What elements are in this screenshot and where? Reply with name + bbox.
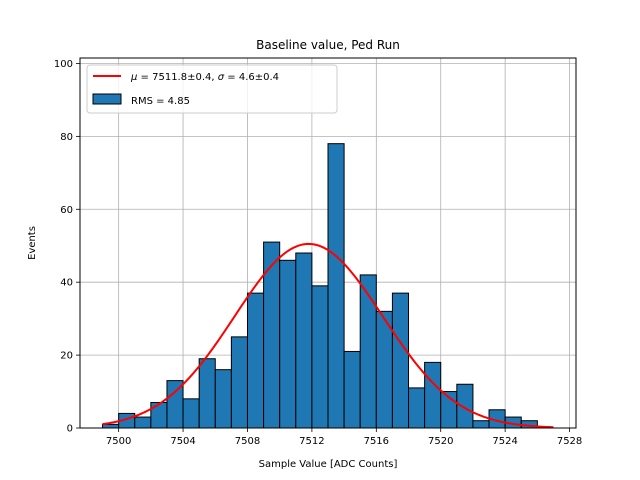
histogram-bar bbox=[214, 369, 232, 429]
histogram-bar bbox=[311, 285, 329, 429]
x-tick-label: 7528 bbox=[557, 436, 582, 447]
histogram-bar bbox=[230, 336, 248, 429]
legend: μ = 7511.8±0.4, σ = 4.6±0.4 RMS = 4.85 bbox=[86, 64, 338, 114]
plot-frame bbox=[79, 57, 577, 429]
histogram-bar bbox=[246, 292, 265, 429]
y-tick-label: 80 bbox=[60, 132, 73, 143]
histogram-bar bbox=[134, 416, 152, 429]
histogram-bar bbox=[424, 361, 442, 429]
histogram-bar bbox=[295, 252, 313, 429]
x-tick-label: 7520 bbox=[428, 436, 453, 447]
histogram-bar bbox=[456, 383, 474, 429]
legend-histogram-label: RMS = 4.85 bbox=[131, 96, 190, 107]
histogram-bar bbox=[472, 420, 490, 429]
x-tick-label: 7508 bbox=[235, 436, 260, 447]
fit-curve-group bbox=[102, 242, 554, 429]
histogram-bar bbox=[182, 398, 200, 429]
y-axis-ticks: 0 20 40 60 80 100 bbox=[54, 59, 80, 435]
histogram-bar bbox=[279, 259, 297, 429]
histogram-bars bbox=[102, 143, 538, 429]
y-tick-label: 60 bbox=[60, 205, 73, 216]
y-tick-label: 20 bbox=[60, 351, 73, 362]
x-tick-label: 7504 bbox=[170, 436, 195, 447]
y-tick-label: 100 bbox=[54, 59, 73, 70]
x-tick-label: 7516 bbox=[364, 436, 389, 447]
legend-fit-label: μ = 7511.8±0.4, σ = 4.6±0.4 bbox=[130, 72, 279, 83]
legend-histogram-swatch bbox=[92, 93, 122, 105]
histogram-bar bbox=[198, 358, 216, 429]
histogram-bar bbox=[150, 401, 168, 429]
histogram-bar bbox=[359, 274, 377, 429]
x-axis-ticks: 7500 7504 7508 7512 7516 7520 7524 7528 bbox=[106, 428, 582, 447]
histogram-bar bbox=[343, 350, 361, 429]
histogram-bar bbox=[408, 387, 426, 429]
histogram-bar bbox=[102, 423, 120, 429]
gaussian-fit-curve bbox=[102, 242, 554, 429]
histogram-bar bbox=[263, 241, 281, 429]
x-axis-label: Sample Value [ADC Counts] bbox=[259, 459, 398, 470]
legend-box bbox=[86, 64, 338, 114]
histogram-bar bbox=[327, 143, 345, 429]
y-axis-label: Events bbox=[27, 226, 38, 260]
chart-title: Baseline value, Ped Run bbox=[256, 38, 400, 52]
x-tick-label: 7524 bbox=[492, 436, 517, 447]
histogram-bar bbox=[391, 292, 410, 429]
x-tick-label: 7500 bbox=[106, 436, 131, 447]
x-tick-label: 7512 bbox=[299, 436, 324, 447]
y-tick-label: 0 bbox=[67, 424, 73, 435]
y-tick-label: 40 bbox=[60, 278, 73, 289]
